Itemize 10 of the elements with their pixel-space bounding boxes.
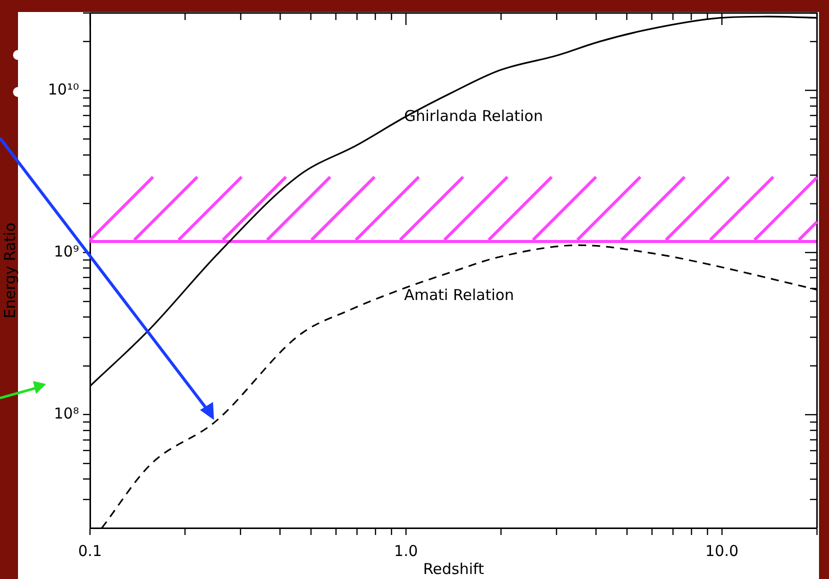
- y-tick-label: 10¹⁰: [48, 80, 79, 98]
- y-axis-title: Energy Ratio: [0, 222, 19, 318]
- y-tick-label: 10⁹: [54, 242, 79, 260]
- series-label: Amati Relation: [404, 286, 514, 304]
- x-tick-label: 10.0: [705, 542, 739, 560]
- series-label: Ghirlanda Relation: [404, 106, 544, 125]
- x-tick-label: 0.1: [78, 542, 102, 560]
- x-tick-label: 1.0: [394, 542, 418, 560]
- x-axis-title: Redshift: [423, 560, 484, 578]
- y-tick-label: 10⁸: [54, 404, 79, 423]
